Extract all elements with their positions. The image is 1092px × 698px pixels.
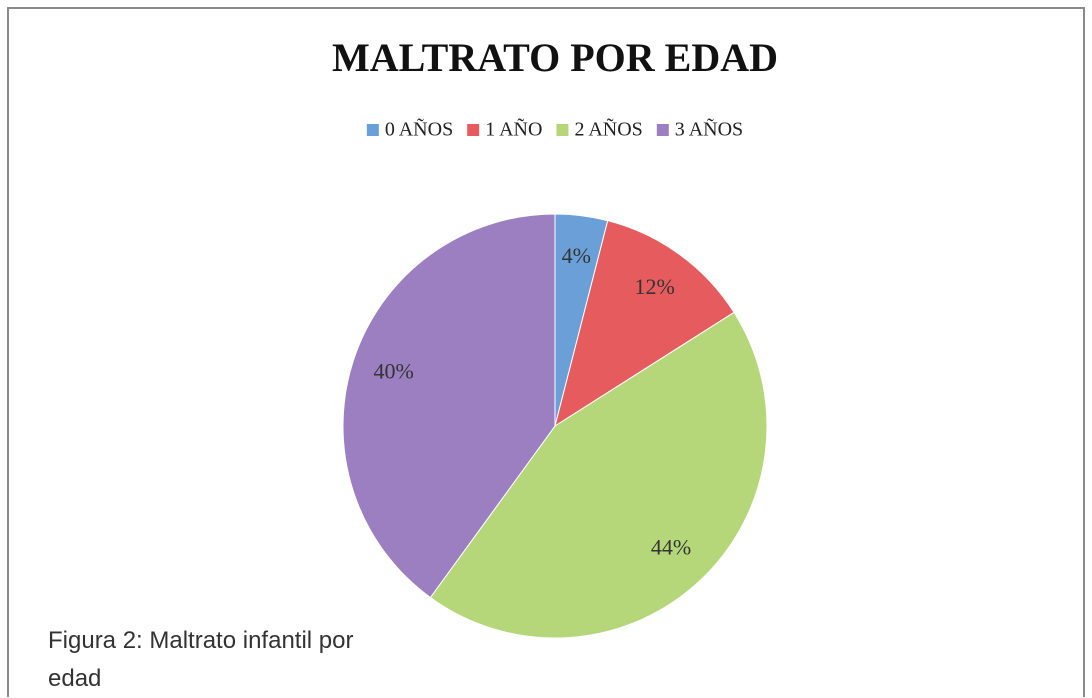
legend-label: 0 AÑOS xyxy=(385,117,453,141)
data-label: 44% xyxy=(651,535,691,560)
pie: 4% 12% 44% 40% xyxy=(342,213,768,639)
legend-label: 3 AÑOS xyxy=(675,117,743,141)
pie-slice xyxy=(342,213,556,599)
legend-label: 1 AÑO xyxy=(485,117,542,141)
legend-swatch xyxy=(467,124,480,136)
legend-swatch xyxy=(366,124,379,136)
caption: Figura 2: Maltrato infantil por edad xyxy=(48,627,354,692)
legend: 0 AÑOS 1 AÑO 2 AÑOS 3 AÑOS xyxy=(366,117,743,141)
chart-title: MALTRATO POR EDAD xyxy=(332,35,778,80)
data-label: 12% xyxy=(635,274,675,299)
legend-label: 2 AÑOS xyxy=(574,117,642,141)
legend-swatch xyxy=(656,124,669,136)
pie-slice xyxy=(429,311,768,639)
data-label: 40% xyxy=(374,359,414,384)
pie-slice xyxy=(554,220,735,428)
data-label: 4% xyxy=(562,243,591,268)
legend-swatch xyxy=(556,124,569,136)
